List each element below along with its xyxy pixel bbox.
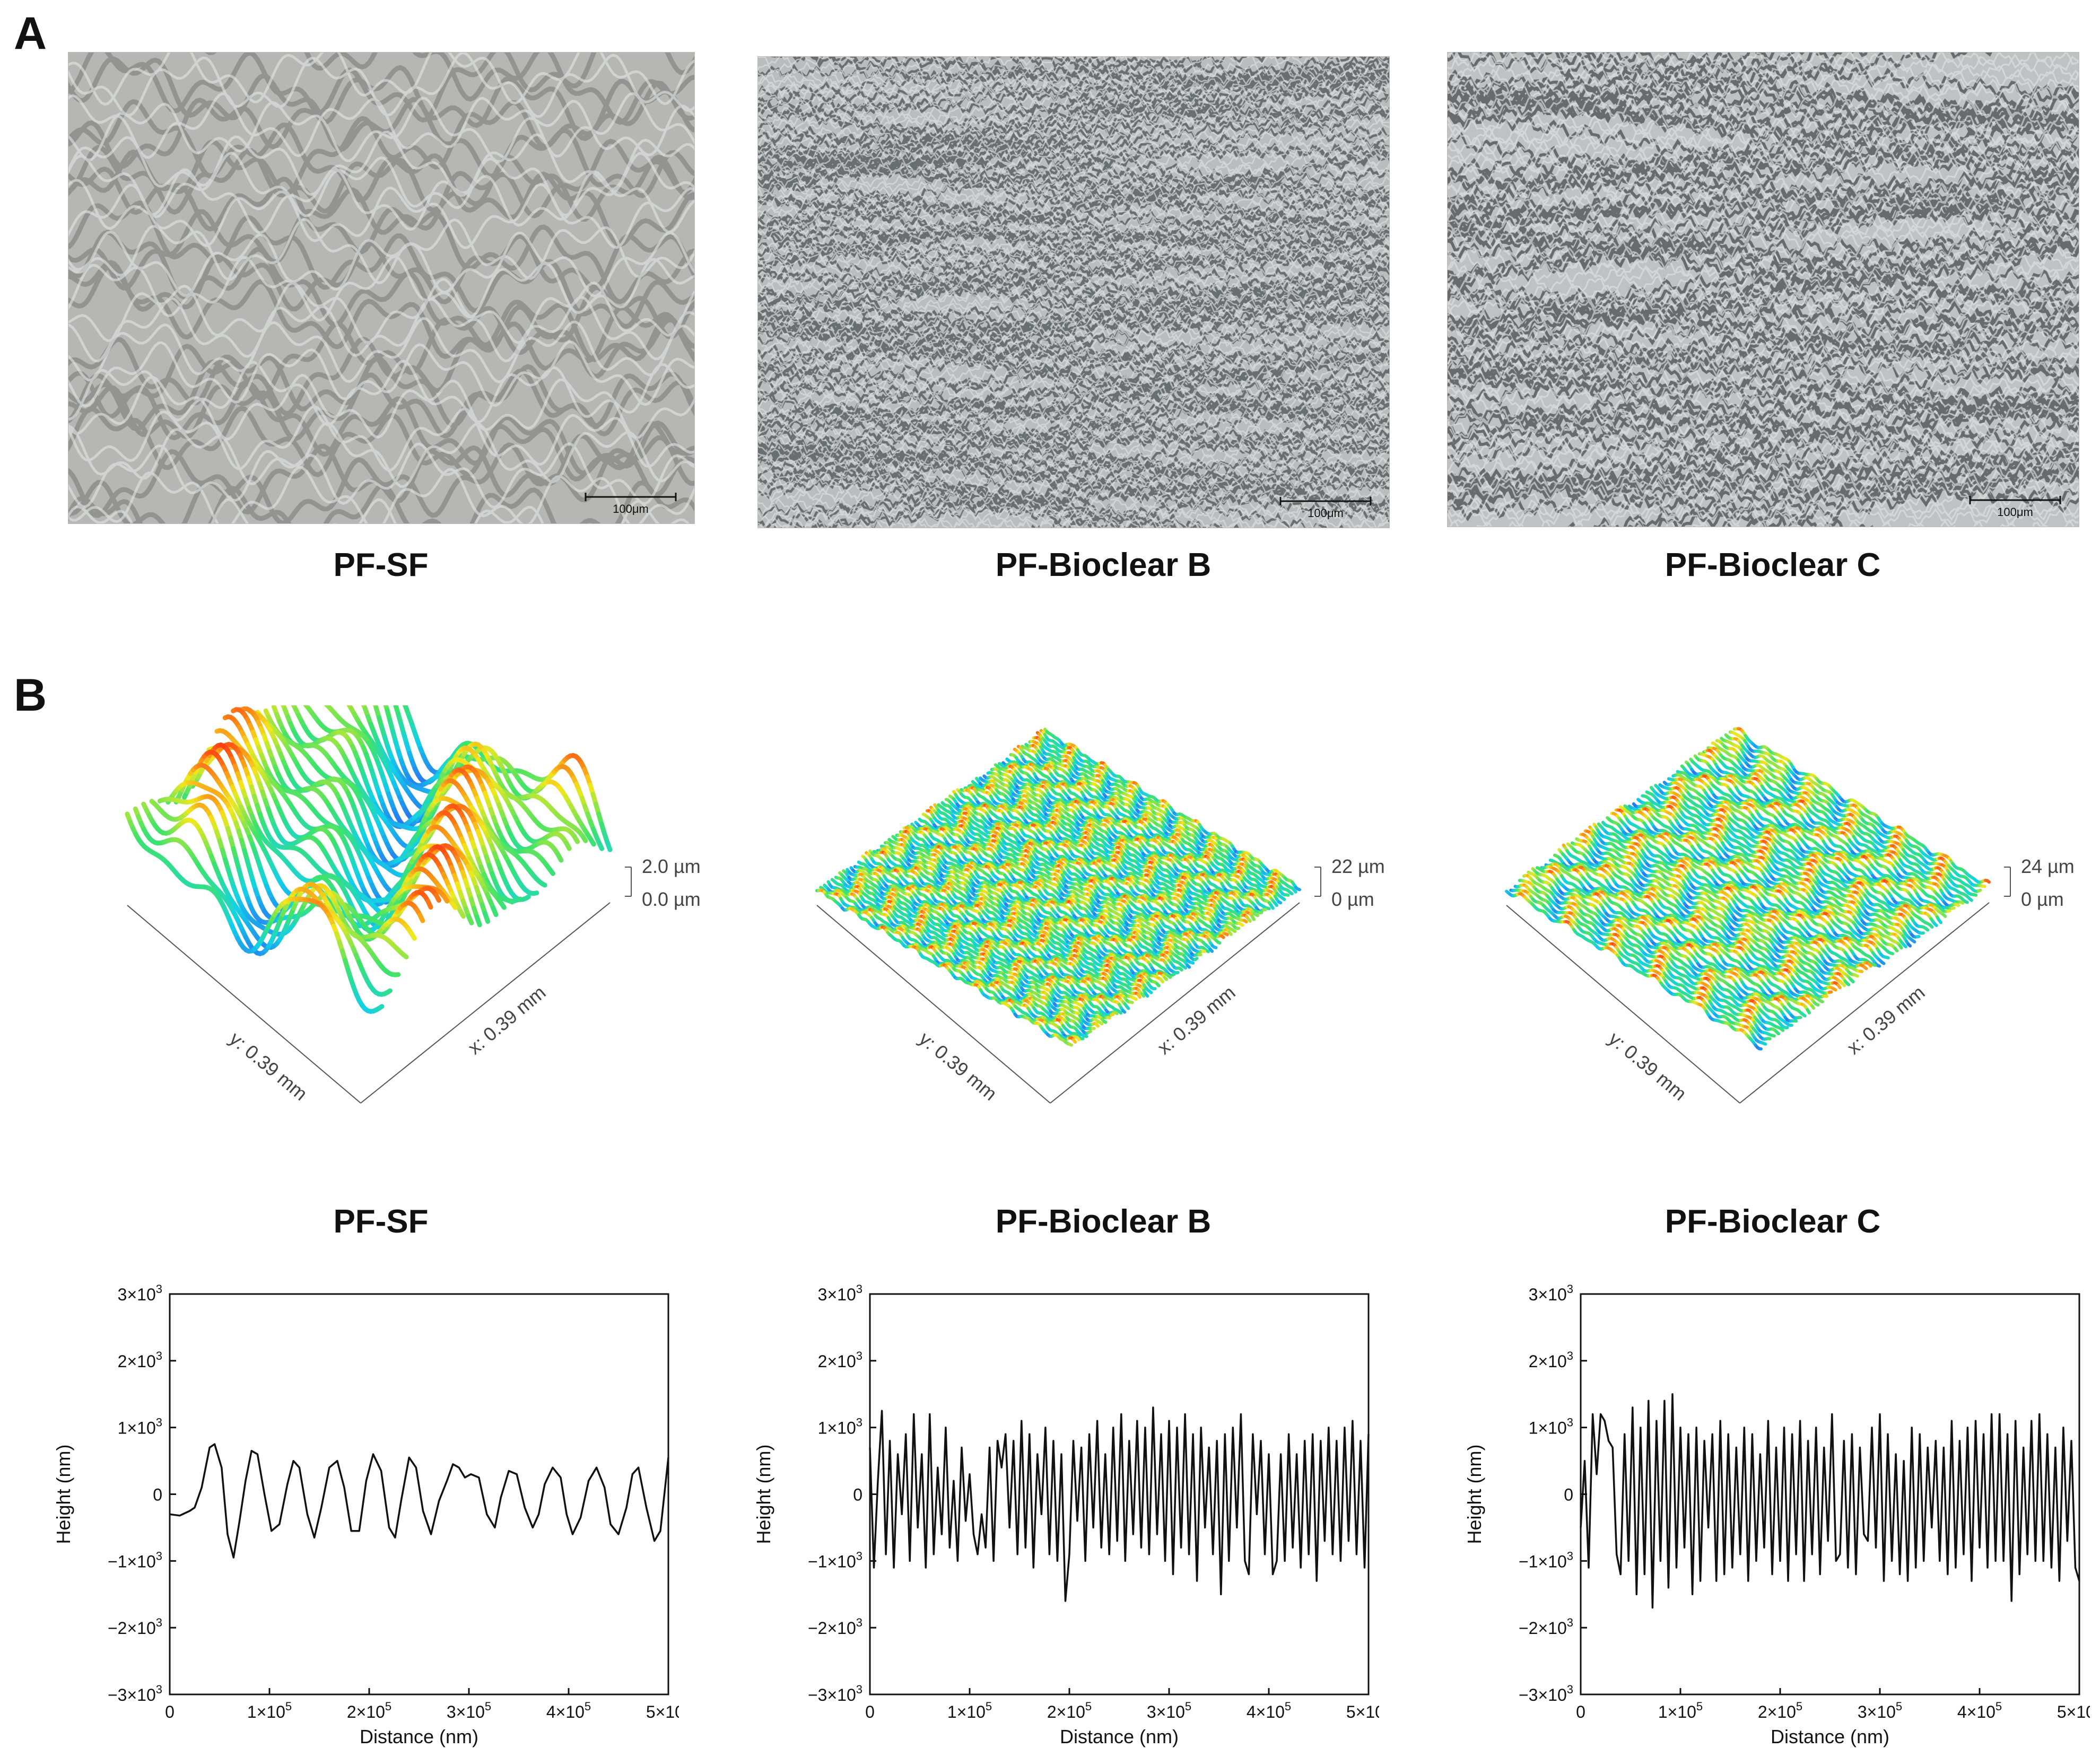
y-tick-label: 3×103 [118, 1283, 162, 1304]
y-tick-label: 0 [1564, 1485, 1573, 1505]
y-tick-label: −3×103 [1519, 1683, 1573, 1704]
x-tick-label: 0 [1576, 1702, 1585, 1721]
y-tick-label: −1×103 [108, 1549, 162, 1571]
x-tick-label: 4×105 [1247, 1700, 1291, 1721]
y-tick-label: 2×103 [1529, 1349, 1573, 1371]
panel-letter-b: B [14, 670, 47, 721]
z-axis-max-label: 22 µm [1331, 855, 1385, 877]
x-tick-label: 5×105 [1346, 1700, 1379, 1721]
plot-frame [169, 1293, 669, 1695]
caption-b-pf-bioclear-c: PF-Bioclear C [1665, 1203, 1881, 1240]
x-axis-title: Distance (nm) [1060, 1726, 1179, 1747]
y-tick-label: 1×103 [1529, 1416, 1573, 1438]
height-profile-line [1580, 1393, 2080, 1609]
z-axis-min-label: 0.0 µm [642, 888, 700, 910]
caption-a-pf-bioclear-c: PF-Bioclear C [1665, 547, 1881, 583]
x-tick-label: 5×105 [2057, 1700, 2090, 1721]
micrograph-texture: 100μm [68, 53, 694, 523]
y-tick-label: 3×103 [818, 1283, 862, 1304]
micrograph-pf-bioclear-b: 100μm [757, 56, 1390, 528]
surface-3d-render: 2.0 µm 0.0 µm y: 0.39 mm x: 0.39 mm [125, 705, 700, 1105]
y-tick-label: 0 [853, 1485, 862, 1505]
y-axis-title: Height (nm) [53, 1444, 74, 1544]
x-tick-label: 5×105 [646, 1700, 679, 1721]
surface-3d-pf-bioclear-c: 24 µm 0 µm y: 0.39 mm x: 0.39 mm [1485, 705, 2079, 1140]
z-axis-min-label: 0 µm [2021, 888, 2064, 910]
scale-bar-label: 100μm [613, 502, 649, 515]
caption-a-pf-bioclear-b: PF-Bioclear B [995, 547, 1212, 583]
y-tick-label: −1×103 [808, 1549, 862, 1571]
panel-letter-a: A [14, 8, 47, 59]
x-tick-label: 0 [165, 1702, 175, 1721]
y-tick-label: 0 [153, 1485, 162, 1505]
caption-b-pf-bioclear-b: PF-Bioclear B [995, 1203, 1212, 1240]
x-axis-label: x: 0.39 mm [1153, 981, 1240, 1059]
y-tick-label: −1×103 [1519, 1549, 1573, 1571]
x-tick-label: 1×105 [1658, 1700, 1703, 1721]
micrograph-texture: 100μm [758, 57, 1389, 528]
x-tick-label: 3×105 [1147, 1700, 1191, 1721]
caption-a-pf-sf: PF-SF [333, 547, 429, 583]
y-tick-label: −2×103 [808, 1616, 862, 1638]
y-tick-label: −2×103 [1519, 1616, 1573, 1638]
micrograph-texture: 100μm [1448, 53, 2079, 527]
y-axis-title: Height (nm) [753, 1444, 774, 1544]
x-tick-label: 3×105 [447, 1700, 491, 1721]
surface-3d-render: 24 µm 0 µm y: 0.39 mm x: 0.39 mm [1505, 727, 2075, 1105]
x-tick-label: 2×105 [347, 1700, 391, 1721]
y-tick-label: 1×103 [118, 1416, 162, 1438]
scale-bar-label: 100μm [1308, 506, 1344, 520]
y-tick-label: 3×103 [1529, 1283, 1573, 1304]
micrograph-pf-sf: 100μm [68, 52, 695, 524]
y-tick-label: 2×103 [818, 1349, 862, 1371]
x-tick-label: 0 [865, 1702, 875, 1721]
x-tick-label: 1×105 [947, 1700, 992, 1721]
height-profile-line [169, 1443, 669, 1559]
x-tick-label: 4×105 [1957, 1700, 2002, 1721]
y-axis-label: y: 0.39 mm [1605, 1027, 1691, 1105]
z-axis-min-label: 0 µm [1331, 888, 1374, 910]
height-profile-line [869, 1406, 1370, 1602]
x-tick-label: 3×105 [1858, 1700, 1902, 1721]
chart-svg: −3×103 −2×103 −1×103 0 1×103 2×103 3×103 0 1×105… [1463, 1283, 2090, 1747]
micrograph-pf-bioclear-c: 100μm [1447, 52, 2079, 527]
height-profile-chart-pf-bioclear-c: −3×103 −2×103 −1×103 0 1×103 2×103 3×103 0 1×105… [1453, 1283, 2090, 1750]
x-tick-label: 1×105 [247, 1700, 292, 1721]
chart-svg: −3×103 −2×103 −1×103 0 1×103 2×103 3×103 0 1×105… [53, 1283, 679, 1747]
surface-3d-pf-bioclear-b: 22 µm 0 µm y: 0.39 mm x: 0.39 mm [796, 705, 1390, 1140]
x-axis-title: Distance (nm) [1771, 1726, 1889, 1747]
z-axis-max-label: 24 µm [2021, 855, 2075, 877]
x-tick-label: 2×105 [1047, 1700, 1092, 1721]
scale-bar-label: 100μm [1997, 505, 2033, 519]
chart-svg: −3×103 −2×103 −1×103 0 1×103 2×103 3×103 0 1×105… [753, 1283, 1379, 1747]
y-axis-label: y: 0.39 mm [915, 1027, 1001, 1105]
x-tick-label: 4×105 [546, 1700, 591, 1721]
x-axis-label: x: 0.39 mm [1843, 981, 1929, 1059]
y-tick-label: −3×103 [108, 1683, 162, 1704]
y-tick-label: 1×103 [818, 1416, 862, 1438]
y-tick-label: −3×103 [808, 1683, 862, 1704]
z-axis-max-label: 2.0 µm [642, 855, 700, 877]
caption-b-pf-sf: PF-SF [333, 1203, 429, 1240]
y-axis-title: Height (nm) [1463, 1444, 1485, 1544]
y-axis-label: y: 0.39 mm [225, 1027, 312, 1105]
height-profile-chart-pf-bioclear-b: −3×103 −2×103 −1×103 0 1×103 2×103 3×103 0 1×105… [743, 1283, 1379, 1750]
x-axis-label: x: 0.39 mm [464, 981, 550, 1059]
y-tick-label: 2×103 [118, 1349, 162, 1371]
height-profile-chart-pf-sf: −3×103 −2×103 −1×103 0 1×103 2×103 3×103 0 1×105… [42, 1283, 679, 1750]
surface-3d-render: 22 µm 0 µm y: 0.39 mm x: 0.39 mm [815, 728, 1385, 1105]
surface-3d-pf-sf: 2.0 µm 0.0 µm y: 0.39 mm x: 0.39 mm [106, 705, 700, 1140]
y-tick-label: −2×103 [108, 1616, 162, 1638]
x-tick-label: 2×105 [1758, 1700, 1802, 1721]
x-axis-title: Distance (nm) [360, 1726, 478, 1747]
